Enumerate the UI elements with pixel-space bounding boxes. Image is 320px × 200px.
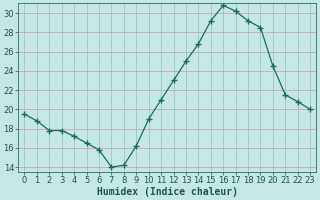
X-axis label: Humidex (Indice chaleur): Humidex (Indice chaleur) [97, 186, 238, 197]
